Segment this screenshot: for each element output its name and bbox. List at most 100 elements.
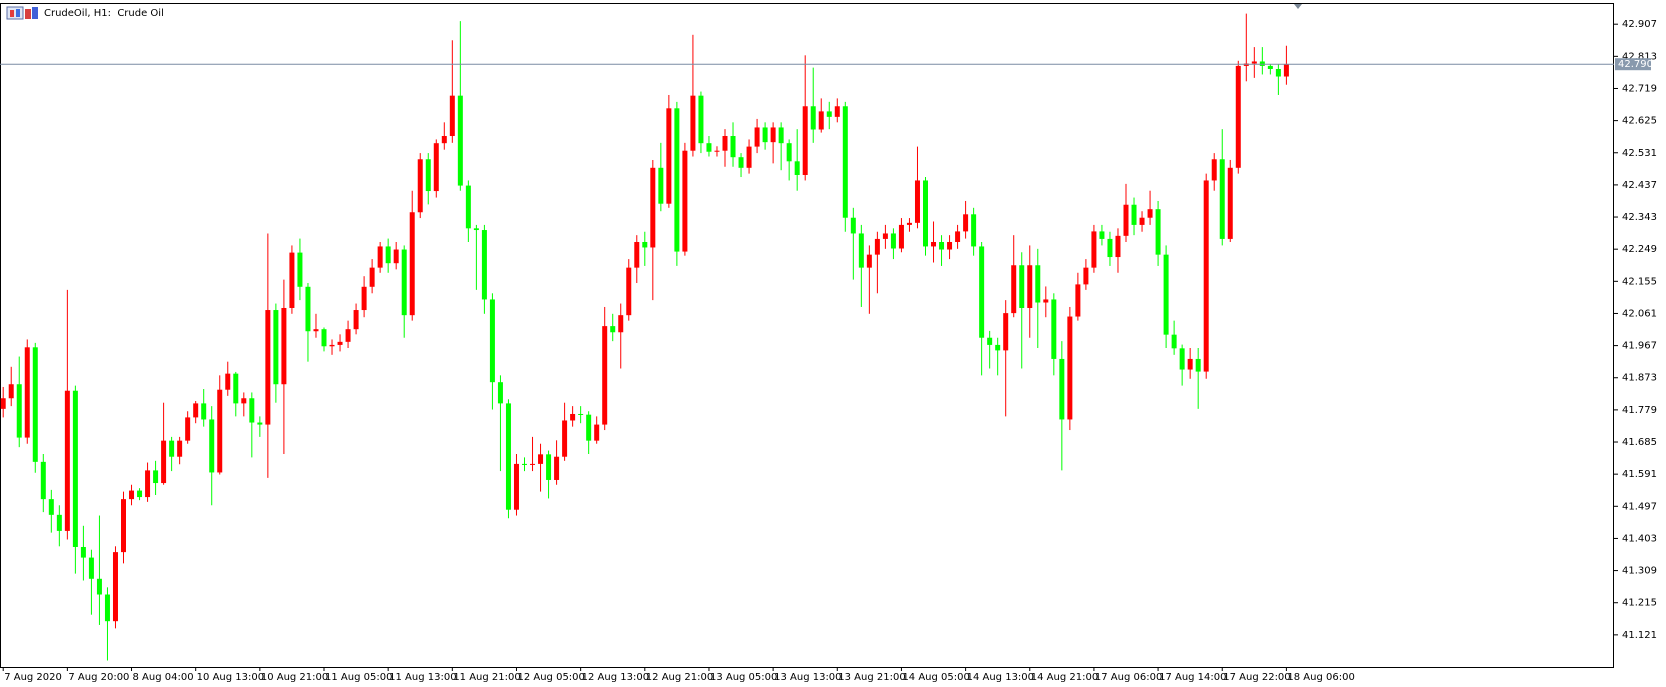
candle-body bbox=[249, 398, 255, 423]
candle-body bbox=[1227, 167, 1233, 239]
x-tick-label: 11 Aug 05:00 bbox=[325, 672, 392, 683]
candle-body bbox=[1275, 68, 1281, 77]
x-tick-label: 12 Aug 13:00 bbox=[582, 672, 649, 683]
candle-body bbox=[80, 546, 86, 558]
candle-body bbox=[834, 106, 840, 117]
candle-body bbox=[56, 514, 62, 531]
candle-body bbox=[554, 456, 560, 480]
candle-body bbox=[914, 180, 920, 223]
candle-body bbox=[225, 373, 231, 390]
candle-body bbox=[570, 413, 576, 421]
y-tick-label: 42.625 bbox=[1622, 116, 1657, 127]
candle-body bbox=[0, 398, 6, 409]
candle-body bbox=[153, 470, 159, 484]
candle-body bbox=[433, 143, 439, 192]
candle-body bbox=[265, 310, 271, 425]
y-tick-label: 41.873 bbox=[1622, 373, 1657, 384]
candle-body bbox=[465, 185, 471, 229]
candle-body bbox=[1107, 238, 1113, 258]
y-tick-label: 42.813 bbox=[1622, 51, 1657, 62]
candle-body bbox=[754, 127, 760, 147]
candle-body bbox=[1027, 265, 1033, 308]
candle-body bbox=[209, 419, 215, 473]
candle-body bbox=[890, 233, 896, 249]
price-label: 42.790 bbox=[1618, 59, 1653, 70]
candle-body bbox=[1091, 231, 1097, 268]
candle-body bbox=[441, 136, 447, 144]
candle-body bbox=[538, 454, 544, 464]
candle-body bbox=[818, 111, 824, 130]
candle-body bbox=[329, 344, 335, 347]
y-tick-label: 42.155 bbox=[1622, 276, 1657, 287]
x-tick-label: 7 Aug 2020 bbox=[4, 672, 62, 683]
x-tick-label: 10 Aug 21:00 bbox=[261, 672, 328, 683]
candle-body bbox=[1131, 204, 1137, 225]
x-tick-label: 14 Aug 13:00 bbox=[967, 672, 1034, 683]
candle-body bbox=[874, 238, 880, 255]
candle-body bbox=[1195, 358, 1201, 372]
candle-body bbox=[353, 310, 359, 330]
plot-frame bbox=[0, 3, 1614, 668]
candle-body bbox=[289, 252, 295, 308]
x-tick-label: 17 Aug 06:00 bbox=[1095, 672, 1162, 683]
y-tick-label: 42.437 bbox=[1622, 180, 1657, 191]
candle-body bbox=[578, 413, 584, 415]
candle-body bbox=[241, 398, 247, 404]
candle-body bbox=[401, 249, 407, 316]
candle-body bbox=[738, 157, 744, 168]
x-tick-label: 7 Aug 20:00 bbox=[68, 672, 129, 683]
candle-body bbox=[321, 329, 327, 347]
candle-body bbox=[377, 246, 383, 268]
candle-body bbox=[193, 403, 199, 418]
candle-body bbox=[810, 106, 816, 130]
candle-body bbox=[1035, 265, 1041, 303]
candle-body bbox=[963, 214, 969, 232]
y-tick-label: 41.403 bbox=[1622, 533, 1657, 544]
icon-bar bbox=[16, 9, 20, 17]
candle-body bbox=[1019, 265, 1025, 308]
icon-window bbox=[6, 6, 24, 20]
candle-body bbox=[866, 254, 872, 268]
candle-body bbox=[337, 341, 343, 345]
candle-body bbox=[642, 241, 648, 248]
candle-body bbox=[449, 95, 455, 137]
candle-body bbox=[257, 422, 263, 425]
candle-body bbox=[273, 310, 279, 385]
candle-body bbox=[1163, 254, 1169, 335]
candle-body bbox=[794, 161, 800, 175]
candle-body bbox=[546, 454, 552, 480]
candle-body bbox=[898, 224, 904, 249]
y-tick-label: 41.215 bbox=[1622, 598, 1657, 609]
candle-body bbox=[650, 167, 656, 248]
candle-body bbox=[1139, 217, 1145, 225]
candle-body bbox=[1075, 284, 1081, 317]
y-tick-label: 42.907 bbox=[1622, 19, 1657, 30]
candle-body bbox=[706, 143, 712, 152]
candle-body bbox=[48, 499, 54, 515]
candle-body bbox=[955, 231, 961, 242]
candle-body bbox=[906, 222, 912, 225]
candle-body bbox=[1179, 348, 1185, 370]
x-tick-label: 11 Aug 13:00 bbox=[389, 672, 456, 683]
candle-body bbox=[457, 95, 463, 186]
candle-body bbox=[923, 180, 928, 247]
y-tick-label: 42.343 bbox=[1622, 212, 1657, 223]
candle-body bbox=[674, 108, 680, 252]
candle-body bbox=[947, 241, 953, 250]
candle-body bbox=[513, 463, 519, 510]
candle-body bbox=[802, 106, 808, 175]
candle-body bbox=[1251, 61, 1257, 64]
candle-body bbox=[1083, 267, 1089, 285]
candle-body bbox=[987, 337, 993, 345]
candle-body bbox=[145, 470, 151, 498]
candle-body bbox=[786, 143, 792, 162]
candle-body bbox=[497, 382, 503, 404]
candle-body bbox=[177, 440, 183, 457]
candle-body bbox=[858, 233, 864, 268]
icon-bar bbox=[32, 7, 38, 19]
candle-body bbox=[634, 241, 640, 268]
candle-body bbox=[96, 578, 102, 595]
candle-body bbox=[1259, 61, 1265, 66]
x-tick-label: 18 Aug 06:00 bbox=[1287, 672, 1354, 683]
candle-body bbox=[1051, 299, 1057, 359]
